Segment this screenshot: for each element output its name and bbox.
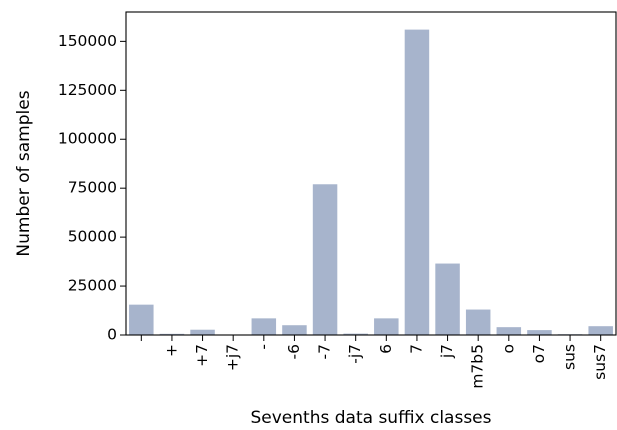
y-axis-label: Number of samples — [14, 90, 34, 256]
bar — [588, 326, 613, 335]
x-tick-label: sus — [561, 344, 579, 370]
plot-frame — [125, 11, 617, 336]
bar — [404, 29, 430, 335]
y-tick-label: 150000 — [58, 32, 117, 50]
x-tick-label: o — [499, 344, 517, 353]
x-tick-label: + — [162, 344, 180, 357]
y-tick-label: 75000 — [68, 179, 117, 197]
y-tick-label: 100000 — [58, 130, 117, 148]
y-tick-label: 50000 — [68, 228, 117, 246]
bar — [374, 318, 399, 335]
bar — [312, 184, 338, 335]
y-axis-ticks: 0 25000 50000 75000 100000 125000 150000 — [58, 32, 126, 344]
bar — [159, 333, 185, 335]
x-tick-label: o7 — [530, 344, 548, 363]
bar — [343, 333, 368, 335]
y-tick-label: 25000 — [68, 277, 117, 295]
bar — [129, 304, 154, 335]
bar — [251, 318, 277, 335]
bar — [190, 329, 215, 335]
x-tick-label: +j7 — [224, 344, 242, 371]
bar — [282, 325, 307, 335]
x-tick-label: -7 — [316, 344, 334, 359]
x-tick-label: -j7 — [346, 344, 364, 364]
bars-group — [129, 29, 613, 335]
x-tick-label: 7 — [407, 344, 425, 354]
bar — [496, 327, 522, 335]
x-tick-label: j7 — [438, 344, 456, 359]
x-tick-label: -6 — [285, 344, 303, 359]
x-axis-ticks: + +7 +j7 - -6 -7 -j7 6 7 j7 m7b5 o o7 sus sus7 — [140, 335, 609, 389]
x-axis-label: Sevenths data suffix classes — [251, 408, 492, 428]
bar — [465, 309, 491, 335]
x-tick-label: +7 — [193, 344, 211, 367]
x-tick-label: sus7 — [591, 344, 609, 380]
x-tick-label: 6 — [377, 344, 395, 354]
x-tick-label: - — [254, 344, 272, 350]
bar — [527, 330, 552, 335]
y-tick-label: 125000 — [58, 81, 117, 99]
y-tick-label: 0 — [107, 326, 117, 344]
x-tick-label: m7b5 — [469, 344, 487, 389]
bar — [435, 263, 460, 335]
